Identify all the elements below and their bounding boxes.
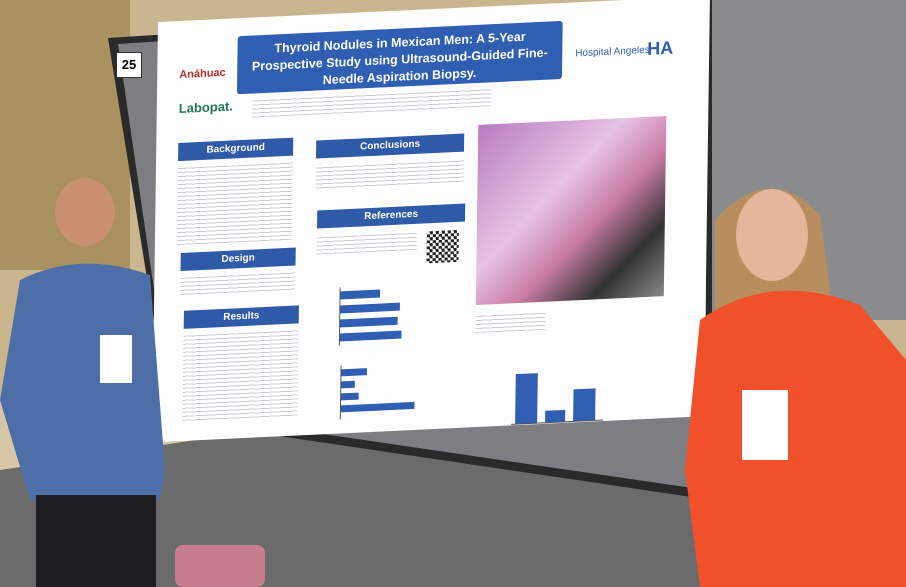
chart-figure xyxy=(511,373,604,425)
chart-figure xyxy=(338,287,402,346)
chart-figure xyxy=(339,365,415,420)
board-number: 25 xyxy=(116,52,142,78)
poster: Thyroid Nodules in Mexican Men: A 5-Year… xyxy=(152,0,710,443)
